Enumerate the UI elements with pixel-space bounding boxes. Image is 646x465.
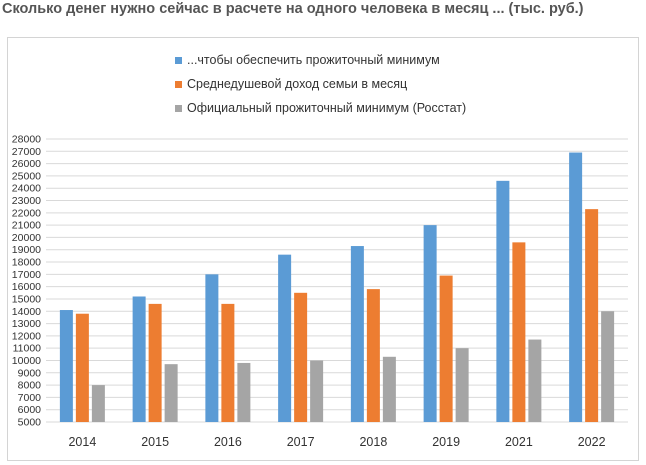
y-tick-label: 16000 [12,281,41,293]
x-tick-label: 2021 [505,435,533,449]
bar-2015-series-2 [148,303,162,422]
y-tick-label: 9000 [18,367,42,379]
legend-swatch [175,57,182,64]
y-tick-label: 18000 [12,257,41,269]
y-axis-ticks: 5000600070008000900010000110001200013000… [12,134,41,429]
bar-2021-series-1 [496,180,510,422]
y-tick-label: 23000 [12,195,41,207]
y-tick-label: 19000 [12,244,41,256]
y-tick-label: 20000 [12,232,41,244]
y-tick-label: 21000 [12,220,41,232]
bar-2015-series-3 [164,364,178,422]
y-tick-label: 26000 [12,158,41,170]
x-tick-label: 2019 [432,435,460,449]
bar-2018-series-1 [350,246,364,422]
y-tick-label: 17000 [12,269,41,281]
bar-2014-series-2 [75,313,89,422]
legend: ...чтобы обеспечить прожиточный минимум С… [175,53,466,115]
bar-2016-series-2 [221,303,235,422]
bar-2022-series-2 [585,209,599,422]
x-tick-label: 2014 [68,435,96,449]
y-tick-label: 11000 [13,343,42,355]
y-tick-label: 27000 [12,146,41,158]
x-tick-label: 2016 [214,435,242,449]
bar-2016-series-3 [237,362,251,422]
y-tick-label: 12000 [12,330,41,342]
bars [59,152,615,422]
x-tick-label: 2022 [578,435,606,449]
bar-2022-series-3 [601,311,615,422]
bar-2017-series-1 [278,254,292,422]
y-tick-label: 24000 [12,183,41,195]
legend-label: Среднедушевой доход семьи в месяц [187,77,407,91]
y-tick-label: 10000 [12,355,41,367]
y-tick-label: 7000 [18,392,42,404]
x-tick-label: 2018 [359,435,387,449]
x-tick-label: 2015 [141,435,169,449]
bar-2021-series-2 [512,242,526,422]
legend-label: ...чтобы обеспечить прожиточный минимум [187,53,440,67]
bar-2019-series-3 [455,348,469,422]
y-tick-label: 8000 [18,380,42,392]
x-axis-ticks: 2014 2015 2016 2017 2018 2019 2021 2022 [68,435,605,449]
bar-2019-series-2 [439,275,453,422]
x-tick-label: 2017 [287,435,315,449]
y-tick-label: 5000 [18,417,42,429]
y-tick-label: 15000 [12,293,41,305]
y-tick-label: 22000 [12,207,41,219]
bar-2018-series-3 [382,356,396,422]
page-title: Сколько денег нужно сейчас в расчете на … [2,1,584,17]
bar-2015-series-1 [132,296,146,422]
y-tick-label: 25000 [12,170,41,182]
y-tick-label: 28000 [12,134,41,146]
bar-2021-series-3 [528,339,542,422]
bar-2022-series-1 [569,152,583,422]
y-tick-label: 14000 [12,306,41,318]
bar-2017-series-2 [294,292,308,422]
bar-2016-series-1 [205,274,219,422]
bar-2018-series-2 [366,289,380,422]
bar-2019-series-1 [423,225,437,422]
bar-2014-series-3 [91,385,105,422]
y-tick-label: 6000 [18,404,42,416]
bar-2014-series-1 [59,310,73,422]
y-tick-label: 13000 [12,318,41,330]
legend-label: Официальный прожиточный минимум (Росстат… [187,101,466,115]
legend-swatch [175,81,182,88]
legend-swatch [175,105,182,112]
bar-2017-series-3 [310,360,324,422]
